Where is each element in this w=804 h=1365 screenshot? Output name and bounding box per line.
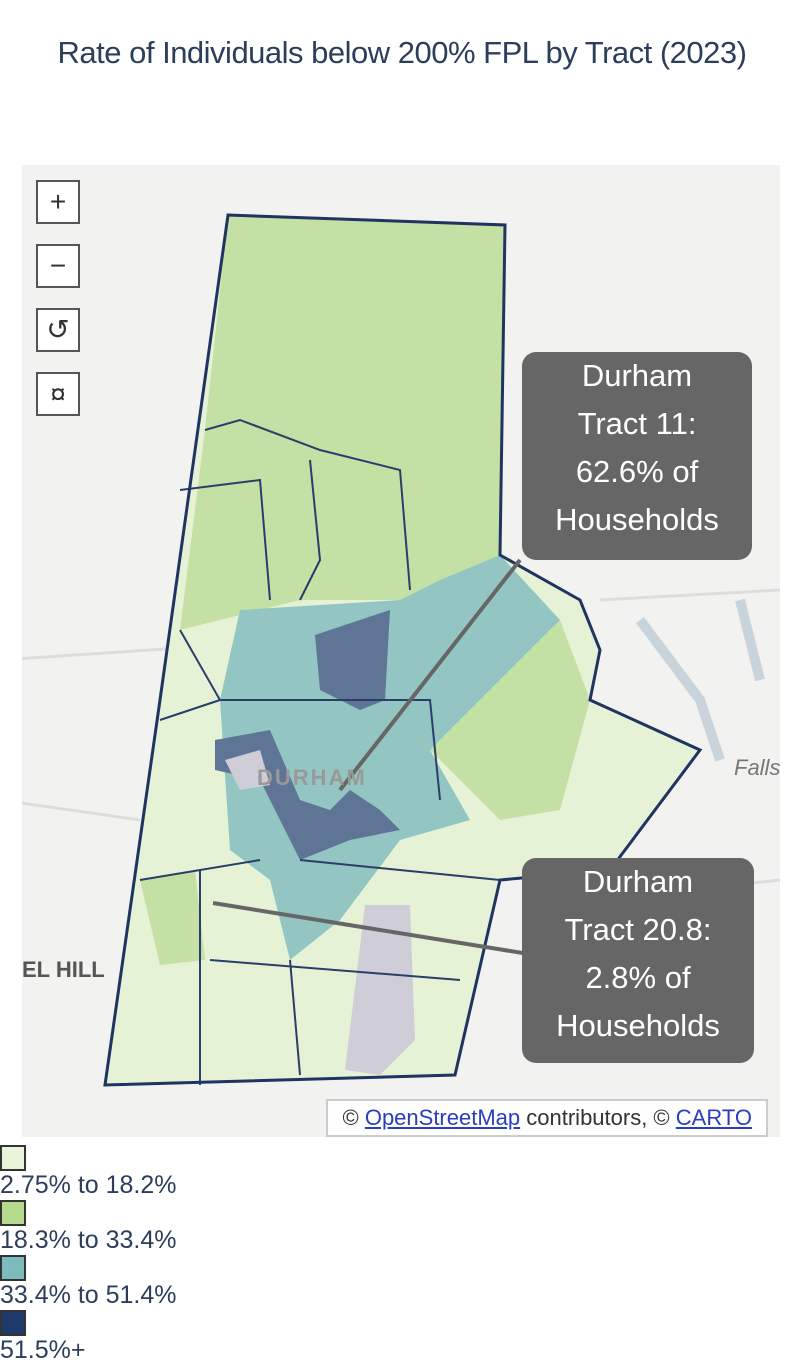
legend-item: 2.75% to 18.2% [0, 1145, 804, 1200]
legend-swatch [0, 1200, 26, 1226]
callout-line [212, 901, 536, 957]
page: Rate of Individuals below 200% FPL by Tr… [0, 35, 780, 1364]
attribution-text: © [342, 1105, 359, 1130]
tract [225, 750, 270, 790]
legend-label: 33.4% to 51.4% [0, 1281, 177, 1309]
zoom-out-button[interactable]: − [36, 244, 80, 288]
legend-item: 51.5%+ [0, 1310, 804, 1365]
legend-label: 2.75% to 18.2% [0, 1171, 177, 1199]
annotation-line: Households [555, 502, 719, 537]
annotation-line: Tract 11: [577, 406, 697, 441]
county-outline [103, 213, 703, 1087]
callout-line [338, 558, 522, 792]
attribution-link[interactable]: CARTO [675, 1105, 752, 1130]
legend-swatch [0, 1255, 26, 1281]
tract-border [139, 418, 501, 1085]
zoom-in-button[interactable]: + [36, 180, 80, 224]
legend-label: 51.5%+ [0, 1336, 86, 1364]
attribution-link[interactable]: OpenStreetMap [364, 1105, 521, 1130]
tract [220, 555, 560, 960]
tract [345, 905, 415, 1075]
annotation-line: Households [556, 1008, 720, 1043]
legend-item: 18.3% to 33.4% [0, 1200, 804, 1255]
annotation-line: Durham [581, 358, 693, 393]
place-label: DURHAM [257, 765, 367, 790]
legend-item: 33.4% to 51.4% [0, 1255, 804, 1310]
annotation: Durham Tract 11: 62.6% of Households [522, 352, 752, 560]
lake [636, 598, 765, 762]
map-title: Rate of Individuals below 200% FPL by Tr… [57, 35, 747, 70]
legend-label: 18.3% to 33.4% [0, 1226, 177, 1254]
road [22, 588, 780, 902]
locate-button[interactable]: ¤ [36, 372, 80, 416]
attribution-text: contributors, © [526, 1105, 670, 1130]
annotation-line: Durham [582, 864, 694, 899]
place-label: EL HILL [22, 957, 105, 982]
legend: 2.75% to 18.2% 18.3% to 33.4% 33.4% to 51.… [0, 1145, 804, 1365]
map: + − ↺ ¤ DURHAM Falls EL HILL Durham Tract… [22, 165, 780, 1137]
legend-swatch [0, 1310, 26, 1336]
tract [140, 870, 205, 965]
legend-swatch [0, 1145, 26, 1171]
annotation-line: Tract 20.8: [564, 912, 712, 947]
attribution: © OpenStreetMap contributors, © CARTO [326, 1099, 768, 1137]
tract [315, 610, 390, 710]
reset-button[interactable]: ↺ [36, 308, 80, 352]
annotation-line: 62.6% of [575, 454, 699, 489]
place-label: Falls [734, 755, 780, 780]
tract [180, 215, 505, 630]
annotation: Durham Tract 20.8: 2.8% of Households [522, 858, 754, 1063]
tract [430, 620, 590, 820]
annotation-line: 2.8% of [585, 960, 691, 995]
